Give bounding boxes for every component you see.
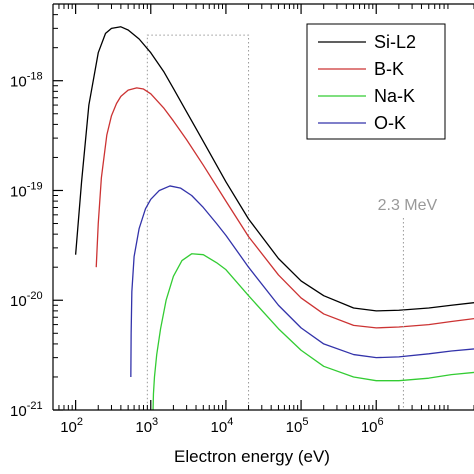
series-line-si-l2 bbox=[74, 26, 474, 312]
axes-layer bbox=[52, 3, 474, 411]
series-line-na-k bbox=[152, 253, 474, 410]
legend-label-si-l2: Si-L2 bbox=[374, 32, 416, 52]
x-tick-label: 104 bbox=[211, 416, 234, 436]
highlight-region-layer bbox=[146, 34, 250, 411]
x-tick-label: 102 bbox=[60, 416, 83, 436]
annotation-label-2-3-mev: 2.3 MeV bbox=[378, 197, 438, 214]
legend-box bbox=[306, 23, 446, 140]
x-axis-label: Electron energy (eV) bbox=[174, 447, 330, 466]
legend-label-b-k: B-K bbox=[374, 59, 404, 79]
y-tick-label: 10-20 bbox=[10, 290, 43, 310]
legend-label-o-k: O-K bbox=[374, 113, 406, 133]
legend: Si-L2 B-K Na-K O-K bbox=[306, 23, 446, 140]
series-line-o-k bbox=[130, 185, 474, 377]
y-tick-label: 10-19 bbox=[10, 180, 43, 200]
y-tick-label: 10-18 bbox=[10, 71, 43, 91]
x-tick-label: 105 bbox=[286, 416, 309, 436]
legend-label-na-k: Na-K bbox=[374, 86, 415, 106]
highlight-rectangle bbox=[146, 34, 250, 411]
annotation-layer: 2.3 MeV bbox=[378, 197, 438, 410]
x-tick-label: 106 bbox=[361, 416, 384, 436]
y-tick-label: 10-21 bbox=[10, 400, 43, 420]
x-tick-label: 103 bbox=[135, 416, 158, 436]
series-layer bbox=[74, 26, 474, 410]
tick-label-layer: 102 103 104 105 106 10-21 10-20 10-19 10-18 bbox=[10, 71, 384, 436]
series-line-b-k bbox=[95, 87, 474, 329]
